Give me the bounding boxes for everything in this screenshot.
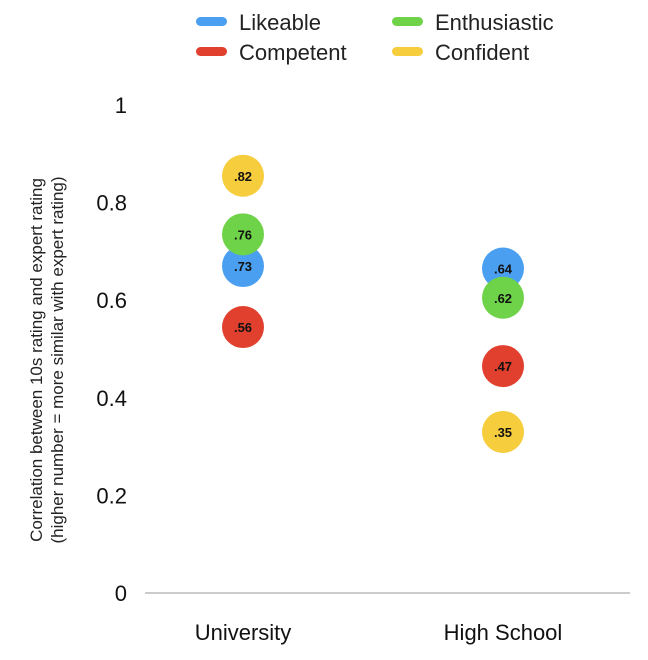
point-label-likeable-high-school: .64 [494,261,513,276]
point-competent-high-school: .47 [482,345,524,388]
legend-label-enthusiastic: Enthusiastic [435,10,554,35]
legend-item-enthusiastic: Enthusiastic [392,10,554,35]
point-marker-competent-high-school [482,345,524,388]
point-label-enthusiastic-university: .76 [234,227,252,242]
point-enthusiastic-high-school: .62 [482,276,524,319]
x-category-high-school: High School [444,620,563,645]
y-tick-label: 0.4 [96,386,127,411]
y-tick-label: 0.2 [96,483,127,508]
legend-item-confident: Confident [392,40,529,65]
point-label-confident-university: .82 [234,169,252,184]
point-label-likeable-university: .73 [234,259,252,274]
point-marker-likeable-university [222,245,264,288]
y-axis-title-line1: Correlation between 10s rating and exper… [27,178,46,542]
point-likeable-university: .73 [222,245,264,288]
y-axis-ticks: 0 0.2 0.4 0.6 0.8 1 [96,93,127,606]
y-axis-title: Correlation between 10s rating and exper… [27,176,67,543]
x-axis-categories: University High School [195,620,563,645]
point-label-enthusiastic-high-school: .62 [494,291,512,306]
point-enthusiastic-university: .76 [222,213,264,256]
point-confident-university: .82 [222,154,264,197]
point-marker-enthusiastic-high-school [482,276,524,319]
legend-swatch-enthusiastic [392,17,423,26]
legend-item-likeable: Likeable [196,10,321,35]
y-tick-label: 1 [115,93,127,118]
legend: Likeable Competent Enthusiastic Confident [196,10,554,65]
y-tick-label: 0.6 [96,288,127,313]
point-marker-likeable-high-school [482,247,524,290]
data-points: .73 .64 .56 .47 .76 .62 .82 .35 [222,154,524,453]
point-marker-confident-university [222,154,264,197]
legend-item-competent: Competent [196,40,347,65]
point-competent-university: .56 [222,306,264,349]
point-marker-confident-high-school [482,410,524,453]
y-axis-title-line2: (higher number = more similar with exper… [48,176,67,543]
y-tick-label: 0 [115,581,127,606]
legend-swatch-likeable [196,17,227,26]
legend-swatch-competent [196,47,227,56]
point-label-competent-high-school: .47 [494,359,512,374]
point-label-confident-high-school: .35 [494,425,512,440]
legend-label-confident: Confident [435,40,529,65]
point-marker-competent-university [222,306,264,349]
legend-label-likeable: Likeable [239,10,321,35]
point-likeable-high-school: .64 [482,247,524,290]
point-label-competent-university: .56 [234,320,252,335]
legend-label-competent: Competent [239,40,347,65]
x-category-university: University [195,620,292,645]
point-marker-enthusiastic-university [222,213,264,256]
legend-swatch-confident [392,47,423,56]
point-confident-high-school: .35 [482,410,524,453]
y-tick-label: 0.8 [96,191,127,216]
